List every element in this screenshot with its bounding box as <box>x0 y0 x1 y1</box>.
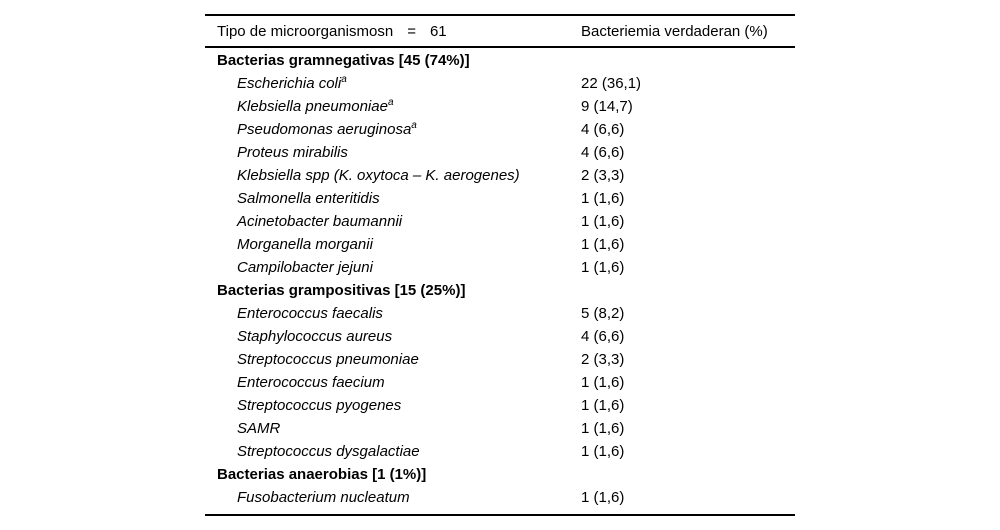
table-row: Klebsiella spp (K. oxytoca – K. aerogene… <box>205 164 795 187</box>
organism-name: Klebsiella pneumoniaea <box>237 97 394 116</box>
bacteremia-value: 2 (3,3) <box>581 167 625 184</box>
footnote-marker: a <box>341 74 347 85</box>
section-row: Bacterias gramnegativas [45 (74%)] <box>205 49 795 72</box>
table-row: Streptococcus pneumoniae 2 (3,3) <box>205 348 795 371</box>
bacteremia-value: 22 (36,1) <box>581 75 642 92</box>
bacteremia-value: 1 (1,6) <box>581 397 625 414</box>
table-row: Enterococcus faecalis 5 (8,2) <box>205 302 795 325</box>
organism-name: Streptococcus dysgalactiae <box>237 443 420 460</box>
microorganisms-table: Tipo de microorganismosn = 61 Bacteriemia … <box>205 14 795 516</box>
bacteremia-value: 9 (14,7) <box>581 98 633 115</box>
bacteremia-value: 1 (1,6) <box>581 190 625 207</box>
organism-name: Proteus mirabilis <box>237 144 348 161</box>
section-row: Bacterias anaerobias [1 (1%)] <box>205 463 795 486</box>
table-row: Proteus mirabilis 4 (6,6) <box>205 141 795 164</box>
organism-name: Streptococcus pyogenes <box>237 397 402 414</box>
organism-name: Campilobacter jejuni <box>237 259 373 276</box>
bacteremia-value: 1 (1,6) <box>581 420 625 437</box>
bacteremia-value: 4 (6,6) <box>581 328 625 345</box>
organism-name: Escherichia colia <box>237 74 347 93</box>
bacteremia-value: 1 (1,6) <box>581 236 625 253</box>
table-body: Bacterias gramnegativas [45 (74%)] Escher… <box>205 48 795 514</box>
table-row: Staphylococcus aureus 4 (6,6) <box>205 325 795 348</box>
organism-name: Staphylococcus aureus <box>237 328 393 345</box>
table-row: Salmonella enteritidis 1 (1,6) <box>205 187 795 210</box>
bacteremia-value: 1 (1,6) <box>581 443 625 460</box>
organism-name: Streptococcus pneumoniae <box>237 351 419 368</box>
table-row: Morganella morganii 1 (1,6) <box>205 233 795 256</box>
table-row: Escherichia colia 22 (36,1) <box>205 72 795 95</box>
organism-name: Acinetobacter baumannii <box>237 213 403 230</box>
table-row: Campilobacter jejuni 1 (1,6) <box>205 256 795 279</box>
bacteremia-value: 1 (1,6) <box>581 374 625 391</box>
section-row: Bacterias grampositivas [15 (25%)] <box>205 279 795 302</box>
footnote-marker: a <box>387 97 394 108</box>
organism-name: Morganella morganii <box>237 236 373 253</box>
bacteremia-value: 4 (6,6) <box>581 144 625 161</box>
bacteremia-value: 2 (3,3) <box>581 351 625 368</box>
table-row: SAMR 1 (1,6) <box>205 417 795 440</box>
organism-name: Salmonella enteritidis <box>237 190 380 207</box>
table-row: Streptococcus pyogenes 1 (1,6) <box>205 394 795 417</box>
bacteremia-value: 4 (6,6) <box>581 121 625 138</box>
table-row: Klebsiella pneumoniaea 9 (14,7) <box>205 95 795 118</box>
section-title: Bacterias gramnegativas [45 (74%)] <box>217 52 470 69</box>
organism-name: Enterococcus faecalis <box>237 305 383 322</box>
bacteremia-value: 1 (1,6) <box>581 259 625 276</box>
header-type-label: Tipo de microorganismosn <box>217 22 394 40</box>
footnote-marker: a <box>411 120 417 131</box>
organism-name: Pseudomonas aeruginosaa <box>237 120 417 139</box>
table-header-row: Tipo de microorganismosn = 61 Bacteriemia … <box>205 16 795 48</box>
header-bacteremia-label: Bacteriemia verdaderan (%) <box>581 22 768 40</box>
bacteremia-value: 5 (8,2) <box>581 305 625 322</box>
header-n-value: 61 <box>429 22 447 40</box>
header-type-column: Tipo de microorganismosn = 61 <box>205 23 581 40</box>
section-title: Bacterias anaerobias [1 (1%)] <box>217 466 427 483</box>
table-row: Streptococcus dysgalactiae 1 (1,6) <box>205 440 795 463</box>
table-row: Fusobacterium nucleatum 1 (1,6) <box>205 486 795 509</box>
organism-name: SAMR <box>237 420 281 437</box>
bacteremia-value: 1 (1,6) <box>581 213 625 230</box>
section-title: Bacterias grampositivas [15 (25%)] <box>217 282 466 299</box>
bacteremia-value: 1 (1,6) <box>581 489 625 506</box>
header-equals-sign: = <box>407 22 416 40</box>
table-row: Enterococcus faecium 1 (1,6) <box>205 371 795 394</box>
organism-name: Fusobacterium nucleatum <box>237 489 410 506</box>
organism-name: Enterococcus faecium <box>237 374 385 391</box>
table-row: Acinetobacter baumannii 1 (1,6) <box>205 210 795 233</box>
table-row: Pseudomonas aeruginosaa 4 (6,6) <box>205 118 795 141</box>
organism-name: Klebsiella spp (K. oxytoca – K. aerogene… <box>237 167 520 184</box>
